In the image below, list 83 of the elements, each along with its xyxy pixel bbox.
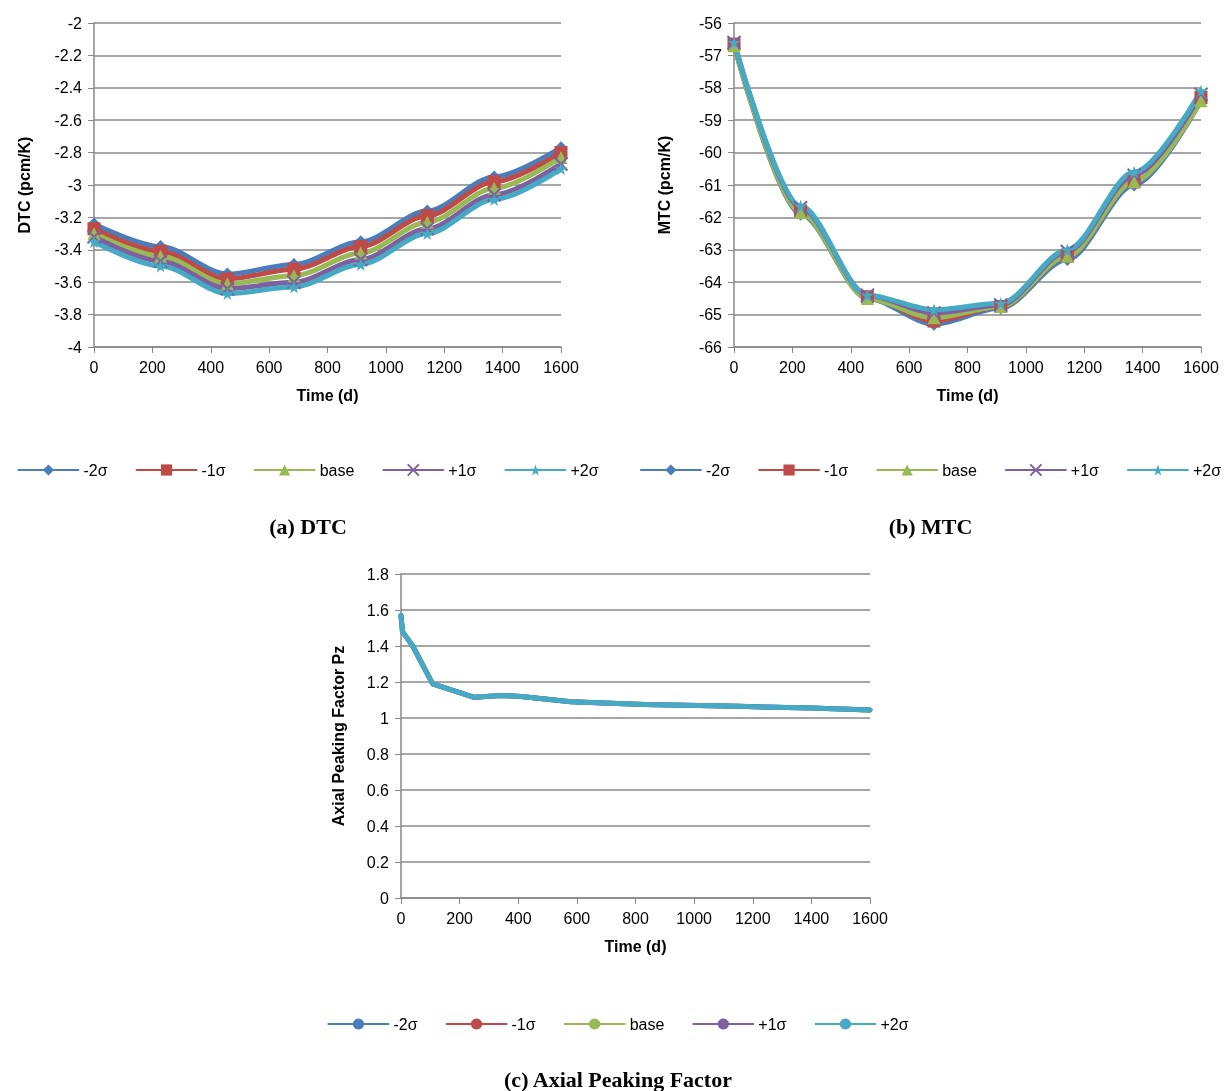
x-tick-label: 1200 bbox=[1066, 358, 1103, 376]
legend-label: base bbox=[629, 1015, 665, 1033]
y-tick-label: -3 bbox=[67, 176, 83, 194]
x-tick-label: 0 bbox=[89, 358, 99, 376]
x-tick-label: 1000 bbox=[1008, 358, 1044, 376]
y-tick-label: -57 bbox=[698, 46, 723, 64]
x-tick-label: 1400 bbox=[793, 909, 830, 927]
x-tick-label: 0 bbox=[396, 909, 406, 927]
x-axis-title: Time (d) bbox=[296, 386, 359, 404]
x-tick-label: 800 bbox=[314, 358, 341, 376]
legend-label: -2σ bbox=[393, 1015, 418, 1033]
y-tick-label: -2.2 bbox=[54, 46, 83, 64]
y-tick-label: 0 bbox=[380, 889, 390, 907]
legend-label: +2σ bbox=[570, 461, 599, 479]
legend-label: +2σ bbox=[880, 1015, 909, 1033]
y-tick-label: 0.6 bbox=[366, 781, 390, 799]
y-tick-label: -2.8 bbox=[54, 144, 83, 162]
y-tick-label: 0.8 bbox=[366, 745, 390, 763]
legend-label: base bbox=[942, 461, 977, 479]
x-tick-label: 200 bbox=[139, 358, 166, 376]
x-tick-label: 400 bbox=[837, 358, 865, 376]
y-tick-label: -64 bbox=[698, 273, 723, 291]
legend-label: +1σ bbox=[448, 461, 477, 479]
x-tick-label: 1200 bbox=[426, 358, 463, 376]
x-tick-label: 800 bbox=[622, 909, 649, 927]
x-tick-label: 1600 bbox=[1183, 358, 1219, 376]
legend-label: +1σ bbox=[758, 1015, 787, 1033]
x-tick-label: 600 bbox=[563, 909, 591, 927]
y-tick-label: -4 bbox=[67, 338, 83, 356]
x-tick-label: 1400 bbox=[1124, 358, 1161, 376]
x-tick-label: 1600 bbox=[543, 358, 579, 376]
y-axis-title: MTC (pcm/K) bbox=[655, 135, 673, 235]
x-tick-label: 400 bbox=[197, 358, 225, 376]
y-tick-label: -3.4 bbox=[54, 241, 83, 259]
x-tick-label: 200 bbox=[779, 358, 806, 376]
x-tick-label: 1400 bbox=[484, 358, 521, 376]
y-tick-label: -3.8 bbox=[54, 306, 83, 324]
y-tick-label: -58 bbox=[698, 79, 723, 97]
y-tick-label: 0.2 bbox=[366, 853, 390, 871]
x-tick-label: 600 bbox=[895, 358, 923, 376]
y-tick-label: 1.2 bbox=[366, 673, 390, 691]
y-tick-label: -2.6 bbox=[54, 111, 83, 129]
x-tick-label: 800 bbox=[954, 358, 981, 376]
x-axis-title: Time (d) bbox=[936, 386, 999, 404]
x-tick-label: 600 bbox=[255, 358, 283, 376]
y-axis-title: DTC (pcm/K) bbox=[15, 136, 33, 234]
legend-label: +2σ bbox=[1192, 461, 1222, 479]
y-tick-label: 1.4 bbox=[366, 637, 390, 655]
y-tick-label: -65 bbox=[698, 306, 723, 324]
x-tick-label: 1000 bbox=[676, 909, 713, 927]
x-tick-label: 1000 bbox=[368, 358, 404, 376]
y-tick-label: -63 bbox=[698, 241, 723, 259]
legend-label: -2σ bbox=[83, 461, 108, 479]
y-tick-label: 1.6 bbox=[366, 601, 390, 619]
legend-label: base bbox=[319, 461, 355, 479]
text: (a) DTC bbox=[269, 513, 347, 539]
y-tick-label: -60 bbox=[698, 144, 723, 162]
y-tick-label: -3.6 bbox=[54, 273, 83, 291]
y-tick-label: -59 bbox=[698, 111, 723, 129]
y-tick-label: 0.4 bbox=[366, 817, 390, 835]
legend-label: -2σ bbox=[705, 461, 731, 479]
x-tick-label: 0 bbox=[729, 358, 739, 376]
y-axis-title: Axial Peaking Factor Pz bbox=[329, 645, 347, 827]
x-tick-label: 1200 bbox=[734, 909, 771, 927]
x-axis-title: Time (d) bbox=[604, 937, 667, 955]
text: (b) MTC bbox=[888, 513, 973, 539]
y-tick-label: 1.8 bbox=[366, 565, 390, 583]
y-tick-label: -62 bbox=[698, 208, 723, 226]
y-tick-label: -2 bbox=[67, 14, 83, 32]
y-tick-label: -66 bbox=[698, 338, 723, 356]
legend-label: +1σ bbox=[1070, 461, 1100, 479]
legend-label: -1σ bbox=[201, 461, 226, 479]
x-tick-label: 200 bbox=[446, 909, 474, 927]
x-tick-label: 1600 bbox=[852, 909, 888, 927]
text: (c) Axial Peaking Factor bbox=[504, 1066, 733, 1091]
y-tick-label: -2.4 bbox=[54, 79, 83, 97]
legend-label: -1σ bbox=[824, 461, 849, 479]
y-tick-label: 1 bbox=[380, 709, 390, 727]
y-tick-label: -61 bbox=[698, 176, 723, 194]
y-tick-label: -56 bbox=[698, 14, 723, 32]
x-tick-label: 400 bbox=[504, 909, 532, 927]
legend-label: -1σ bbox=[511, 1015, 536, 1033]
y-tick-label: -3.2 bbox=[54, 208, 83, 226]
